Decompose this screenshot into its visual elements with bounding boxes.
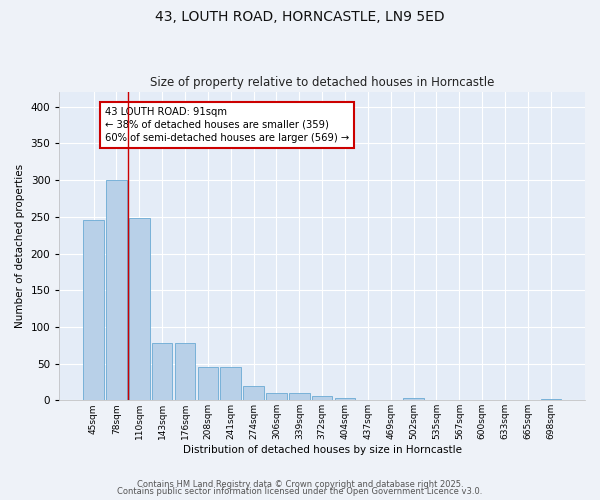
Text: 43 LOUTH ROAD: 91sqm
← 38% of detached houses are smaller (359)
60% of semi-deta: 43 LOUTH ROAD: 91sqm ← 38% of detached h… [105,106,349,143]
Bar [312,396,332,400]
Bar [83,220,104,400]
Bar [152,343,172,400]
Bar [403,398,424,400]
Text: Contains public sector information licensed under the Open Government Licence v3: Contains public sector information licen… [118,487,482,496]
Bar [197,366,218,400]
Bar [289,393,310,400]
Bar [541,399,561,400]
Bar [335,398,355,400]
Bar [220,366,241,400]
Y-axis label: Number of detached properties: Number of detached properties [15,164,25,328]
Text: Contains HM Land Registry data © Crown copyright and database right 2025.: Contains HM Land Registry data © Crown c… [137,480,463,489]
Bar [266,393,287,400]
X-axis label: Distribution of detached houses by size in Horncastle: Distribution of detached houses by size … [182,445,461,455]
Bar [129,218,149,400]
Bar [243,386,264,400]
Bar [175,343,195,400]
Text: 43, LOUTH ROAD, HORNCASTLE, LN9 5ED: 43, LOUTH ROAD, HORNCASTLE, LN9 5ED [155,10,445,24]
Bar [106,180,127,400]
Title: Size of property relative to detached houses in Horncastle: Size of property relative to detached ho… [150,76,494,90]
